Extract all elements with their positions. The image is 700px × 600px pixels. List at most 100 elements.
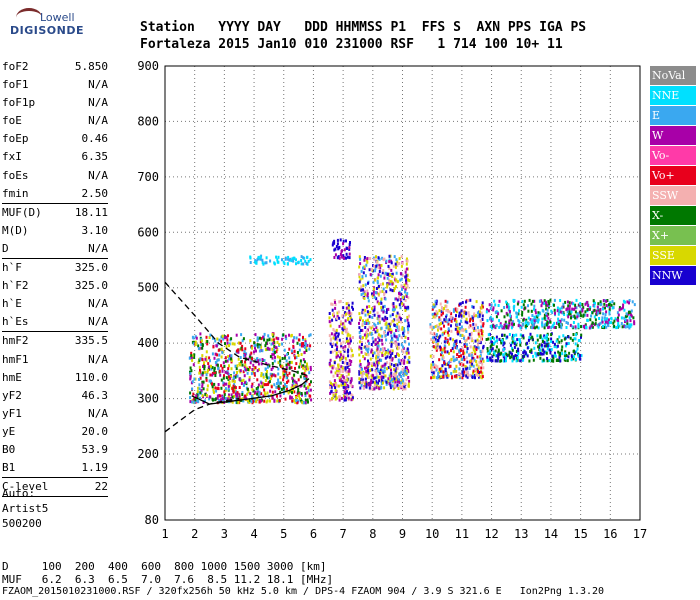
echo-point	[251, 388, 254, 392]
echo-point	[338, 395, 341, 399]
echo-point	[607, 321, 610, 325]
echo-point	[335, 351, 338, 355]
echo-point	[304, 394, 307, 398]
echo-point	[569, 323, 572, 327]
echo-point	[358, 273, 361, 276]
echo-point	[396, 344, 399, 348]
echo-point	[534, 326, 536, 330]
echo-point	[367, 359, 369, 363]
echo-point	[255, 349, 257, 353]
echo-point	[538, 343, 541, 347]
echo-point	[369, 331, 372, 335]
echo-point	[369, 310, 372, 314]
echo-point	[287, 255, 290, 259]
echo-point	[560, 318, 563, 322]
echo-point	[367, 351, 369, 355]
echo-point	[227, 395, 230, 399]
echo-point	[385, 380, 388, 384]
echo-point	[472, 346, 475, 350]
echo-point	[390, 374, 393, 378]
echo-point	[407, 321, 410, 325]
echo-point	[223, 364, 226, 368]
echo-point	[459, 333, 462, 337]
echo-point	[372, 380, 375, 384]
echo-point	[212, 336, 214, 340]
echo-point	[530, 302, 533, 306]
echo-point	[370, 343, 373, 346]
echo-point	[210, 364, 212, 368]
echo-point	[392, 379, 395, 383]
echo-point	[633, 320, 636, 324]
echo-point	[360, 346, 363, 350]
plot-frame	[164, 65, 641, 521]
echo-point	[384, 271, 387, 275]
echo-point	[438, 322, 441, 326]
echo-point	[608, 306, 611, 310]
echo-point	[573, 307, 576, 311]
echo-point	[206, 384, 209, 388]
echo-point	[447, 329, 450, 333]
echo-point	[462, 367, 465, 371]
echo-point	[347, 396, 350, 400]
echo-point	[442, 311, 444, 315]
echo-point	[479, 357, 482, 361]
echo-point	[346, 362, 349, 365]
echo-point	[470, 337, 473, 341]
param-name: hmF1	[2, 352, 29, 366]
echo-point	[443, 340, 446, 344]
echo-point	[271, 332, 274, 336]
x-tick-label: 1	[161, 527, 168, 541]
echo-point	[348, 246, 351, 250]
echo-point	[360, 350, 363, 354]
echo-point	[365, 371, 368, 375]
echo-point	[201, 346, 204, 350]
echo-point	[408, 342, 410, 346]
echo-point	[472, 348, 475, 352]
echo-point	[297, 378, 300, 382]
echo-point	[358, 275, 361, 279]
echo-point	[258, 345, 261, 349]
echo-point	[347, 306, 350, 310]
echo-point	[408, 355, 411, 359]
echo-point	[398, 257, 401, 261]
echo-point	[295, 385, 298, 388]
echo-point	[468, 332, 471, 336]
echo-point	[264, 344, 267, 348]
echo-point	[431, 312, 434, 316]
echo-point	[438, 318, 441, 322]
echo-point	[572, 355, 575, 359]
echo-point	[515, 356, 518, 360]
echo-point	[277, 372, 280, 376]
echo-point	[301, 393, 303, 397]
echo-point	[531, 321, 534, 325]
echo-point	[333, 379, 336, 383]
echo-point	[258, 358, 261, 362]
echo-point	[259, 385, 262, 389]
echo-point	[396, 322, 399, 326]
echo-point	[566, 300, 569, 304]
echo-point	[396, 263, 399, 267]
echo-point	[366, 305, 368, 309]
param-row: yE 20.0	[2, 423, 108, 441]
echo-point	[204, 370, 207, 374]
echo-point	[534, 311, 537, 315]
echo-point	[550, 340, 553, 344]
echo-point	[330, 332, 333, 336]
echo-point	[358, 326, 361, 330]
echo-point	[389, 279, 392, 283]
echo-point	[372, 340, 375, 344]
echo-point	[632, 316, 635, 320]
echo-point	[375, 264, 378, 268]
echo-point	[377, 292, 380, 296]
echo-point	[221, 334, 224, 338]
echo-point	[375, 383, 378, 387]
echo-point	[222, 376, 225, 380]
echo-point	[275, 385, 278, 389]
echo-point	[454, 327, 457, 331]
echo-point	[205, 394, 208, 397]
echo-point	[305, 261, 308, 265]
echo-point	[387, 325, 390, 328]
echo-point	[465, 338, 468, 342]
echo-point	[593, 315, 596, 319]
echo-point	[567, 342, 570, 345]
